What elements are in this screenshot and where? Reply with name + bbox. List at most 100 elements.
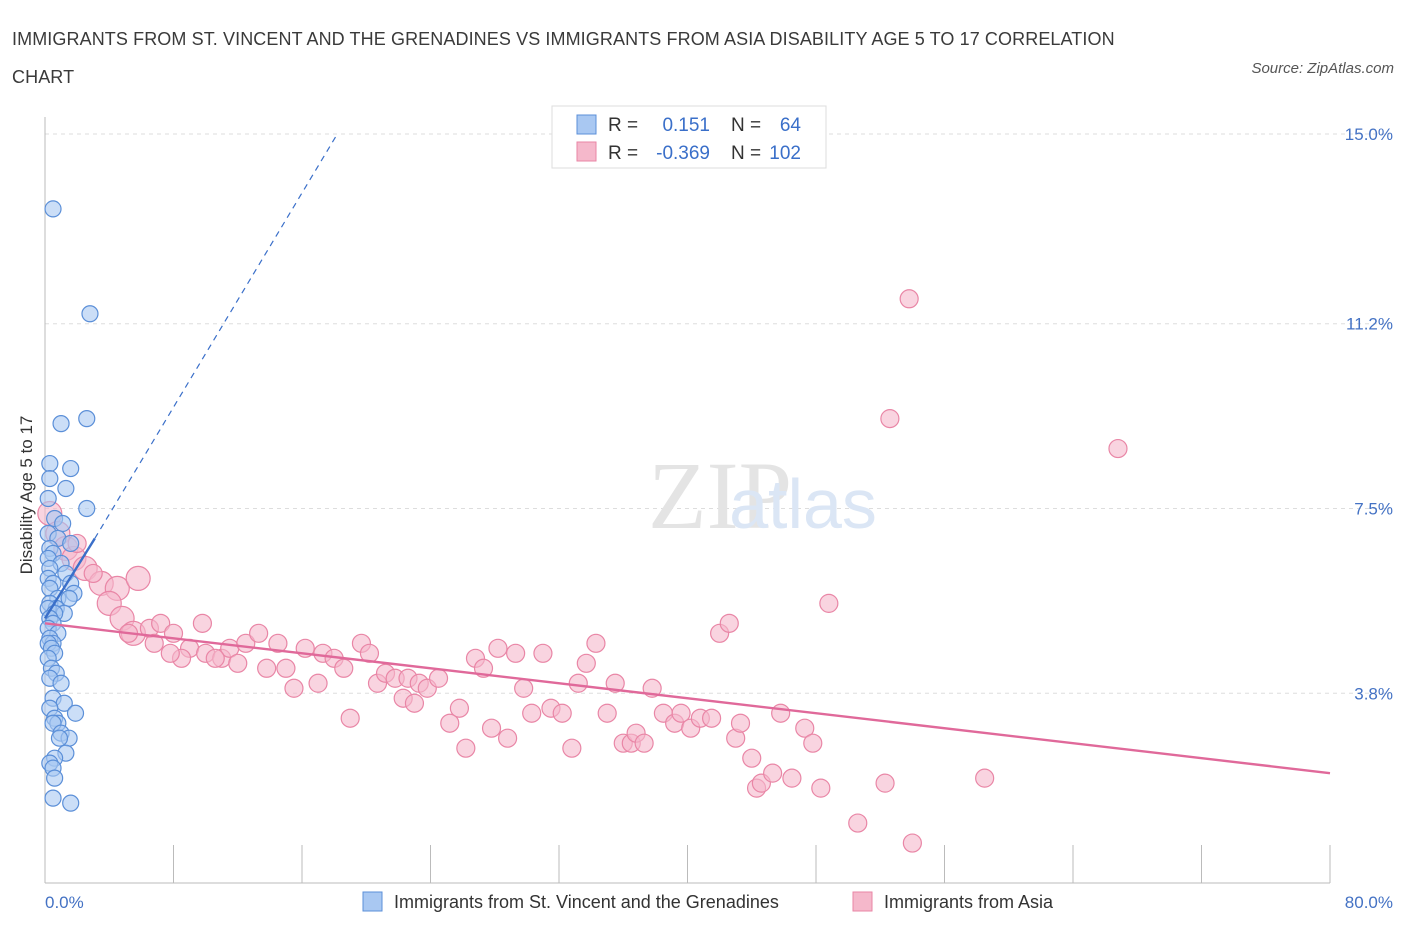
data-point	[819, 593, 839, 613]
data-point	[488, 638, 508, 658]
data-point	[46, 769, 64, 787]
data-point	[66, 704, 85, 722]
data-point	[57, 479, 75, 498]
data-point	[151, 613, 171, 633]
data-point	[811, 778, 831, 798]
data-point	[975, 768, 995, 788]
data-point	[1108, 438, 1128, 459]
data-point	[160, 643, 180, 663]
data-point	[671, 703, 691, 723]
data-point	[763, 763, 783, 783]
data-point	[449, 698, 470, 718]
grid-lines	[45, 133, 1390, 694]
data-point	[719, 613, 739, 633]
axes: 3.8% 7.5% 11.2% 15.0% 0.0% 80.0%	[44, 117, 1393, 912]
data-point	[81, 305, 99, 323]
data-point	[795, 718, 815, 738]
data-point	[62, 459, 80, 478]
bottom-legend-swatch-blue	[362, 891, 383, 912]
data-point	[506, 643, 526, 663]
series-svg-points	[39, 200, 99, 812]
data-point	[902, 833, 922, 853]
data-point	[875, 773, 895, 793]
data-point	[742, 748, 762, 768]
data-point	[730, 713, 751, 733]
data-point	[44, 789, 62, 807]
data-point	[228, 653, 248, 673]
trend-lines	[43, 133, 1331, 775]
legend-swatch-pink	[576, 141, 597, 162]
data-point	[605, 673, 625, 693]
data-point	[404, 693, 425, 713]
legend-r-value-2: -0.369	[656, 143, 710, 164]
data-point	[514, 678, 534, 698]
data-point	[52, 415, 70, 433]
data-point	[340, 708, 360, 728]
data-point	[284, 678, 304, 698]
data-point	[568, 673, 588, 693]
source-label: Source: ZipAtlas.com	[1251, 60, 1394, 77]
legend-r-label-1: R =	[608, 115, 638, 136]
data-point	[62, 534, 80, 553]
data-point	[78, 499, 96, 518]
watermark-zip: ZIP	[648, 442, 792, 549]
legend-n-label-1: N =	[731, 115, 761, 136]
legend-n-label-2: N =	[731, 143, 761, 164]
data-point	[899, 289, 919, 309]
data-point	[456, 738, 476, 758]
correlation-legend: R = 0.151 N = 64 R = -0.369 N = 102	[551, 105, 827, 169]
data-point	[576, 653, 596, 673]
bottom-legend-label-2: Immigrants from Asia	[884, 892, 1054, 912]
data-point	[440, 713, 460, 733]
data-point	[54, 514, 72, 533]
y-tick-label: 3.8%	[1354, 684, 1393, 703]
data-point	[52, 674, 70, 692]
data-point	[848, 813, 868, 833]
data-point	[782, 768, 802, 788]
data-point	[701, 708, 722, 728]
legend-r-label-2: R =	[608, 143, 638, 164]
legend-swatch-blue	[576, 114, 597, 135]
data-point	[428, 668, 449, 688]
data-point	[334, 658, 354, 678]
y-tick-label: 15.0%	[1345, 125, 1393, 144]
bottom-legend-label-1: Immigrants from St. Vincent and the Gren…	[394, 892, 779, 912]
chart-title: IMMIGRANTS FROM ST. VINCENT AND THE GREN…	[12, 29, 1115, 87]
data-point	[205, 648, 225, 668]
series-legend: Immigrants from St. Vincent and the Gren…	[362, 891, 1054, 912]
data-point	[552, 703, 572, 723]
data-point	[62, 794, 80, 812]
data-point	[771, 703, 791, 723]
watermark-atlas: atlas	[729, 465, 877, 543]
data-point	[522, 703, 542, 723]
data-point	[41, 469, 59, 488]
data-point	[308, 673, 328, 693]
y-tick-label: 7.5%	[1354, 500, 1393, 519]
data-point	[533, 643, 553, 663]
data-point	[144, 633, 164, 653]
x-tick-label-min: 0.0%	[45, 893, 84, 912]
trend-line-blue	[43, 537, 96, 619]
bottom-legend-swatch-pink	[852, 891, 873, 912]
data-point	[83, 563, 103, 584]
data-point	[192, 613, 213, 633]
data-point	[125, 565, 151, 592]
data-point	[257, 658, 277, 678]
data-point	[41, 454, 59, 473]
data-point	[880, 409, 900, 429]
data-point	[562, 738, 582, 758]
x-tick-label-max: 80.0%	[1345, 893, 1393, 912]
data-point	[498, 728, 518, 748]
data-point	[78, 410, 96, 428]
data-point	[276, 658, 296, 678]
data-point	[249, 623, 269, 643]
data-point	[597, 703, 617, 723]
data-point	[39, 489, 57, 508]
data-point	[44, 200, 62, 218]
trend-line-pink	[44, 622, 1331, 775]
y-tick-label: 11.2%	[1346, 315, 1393, 334]
data-point	[803, 733, 823, 753]
data-point	[50, 729, 69, 747]
trend-line-extension-blue	[94, 133, 338, 539]
